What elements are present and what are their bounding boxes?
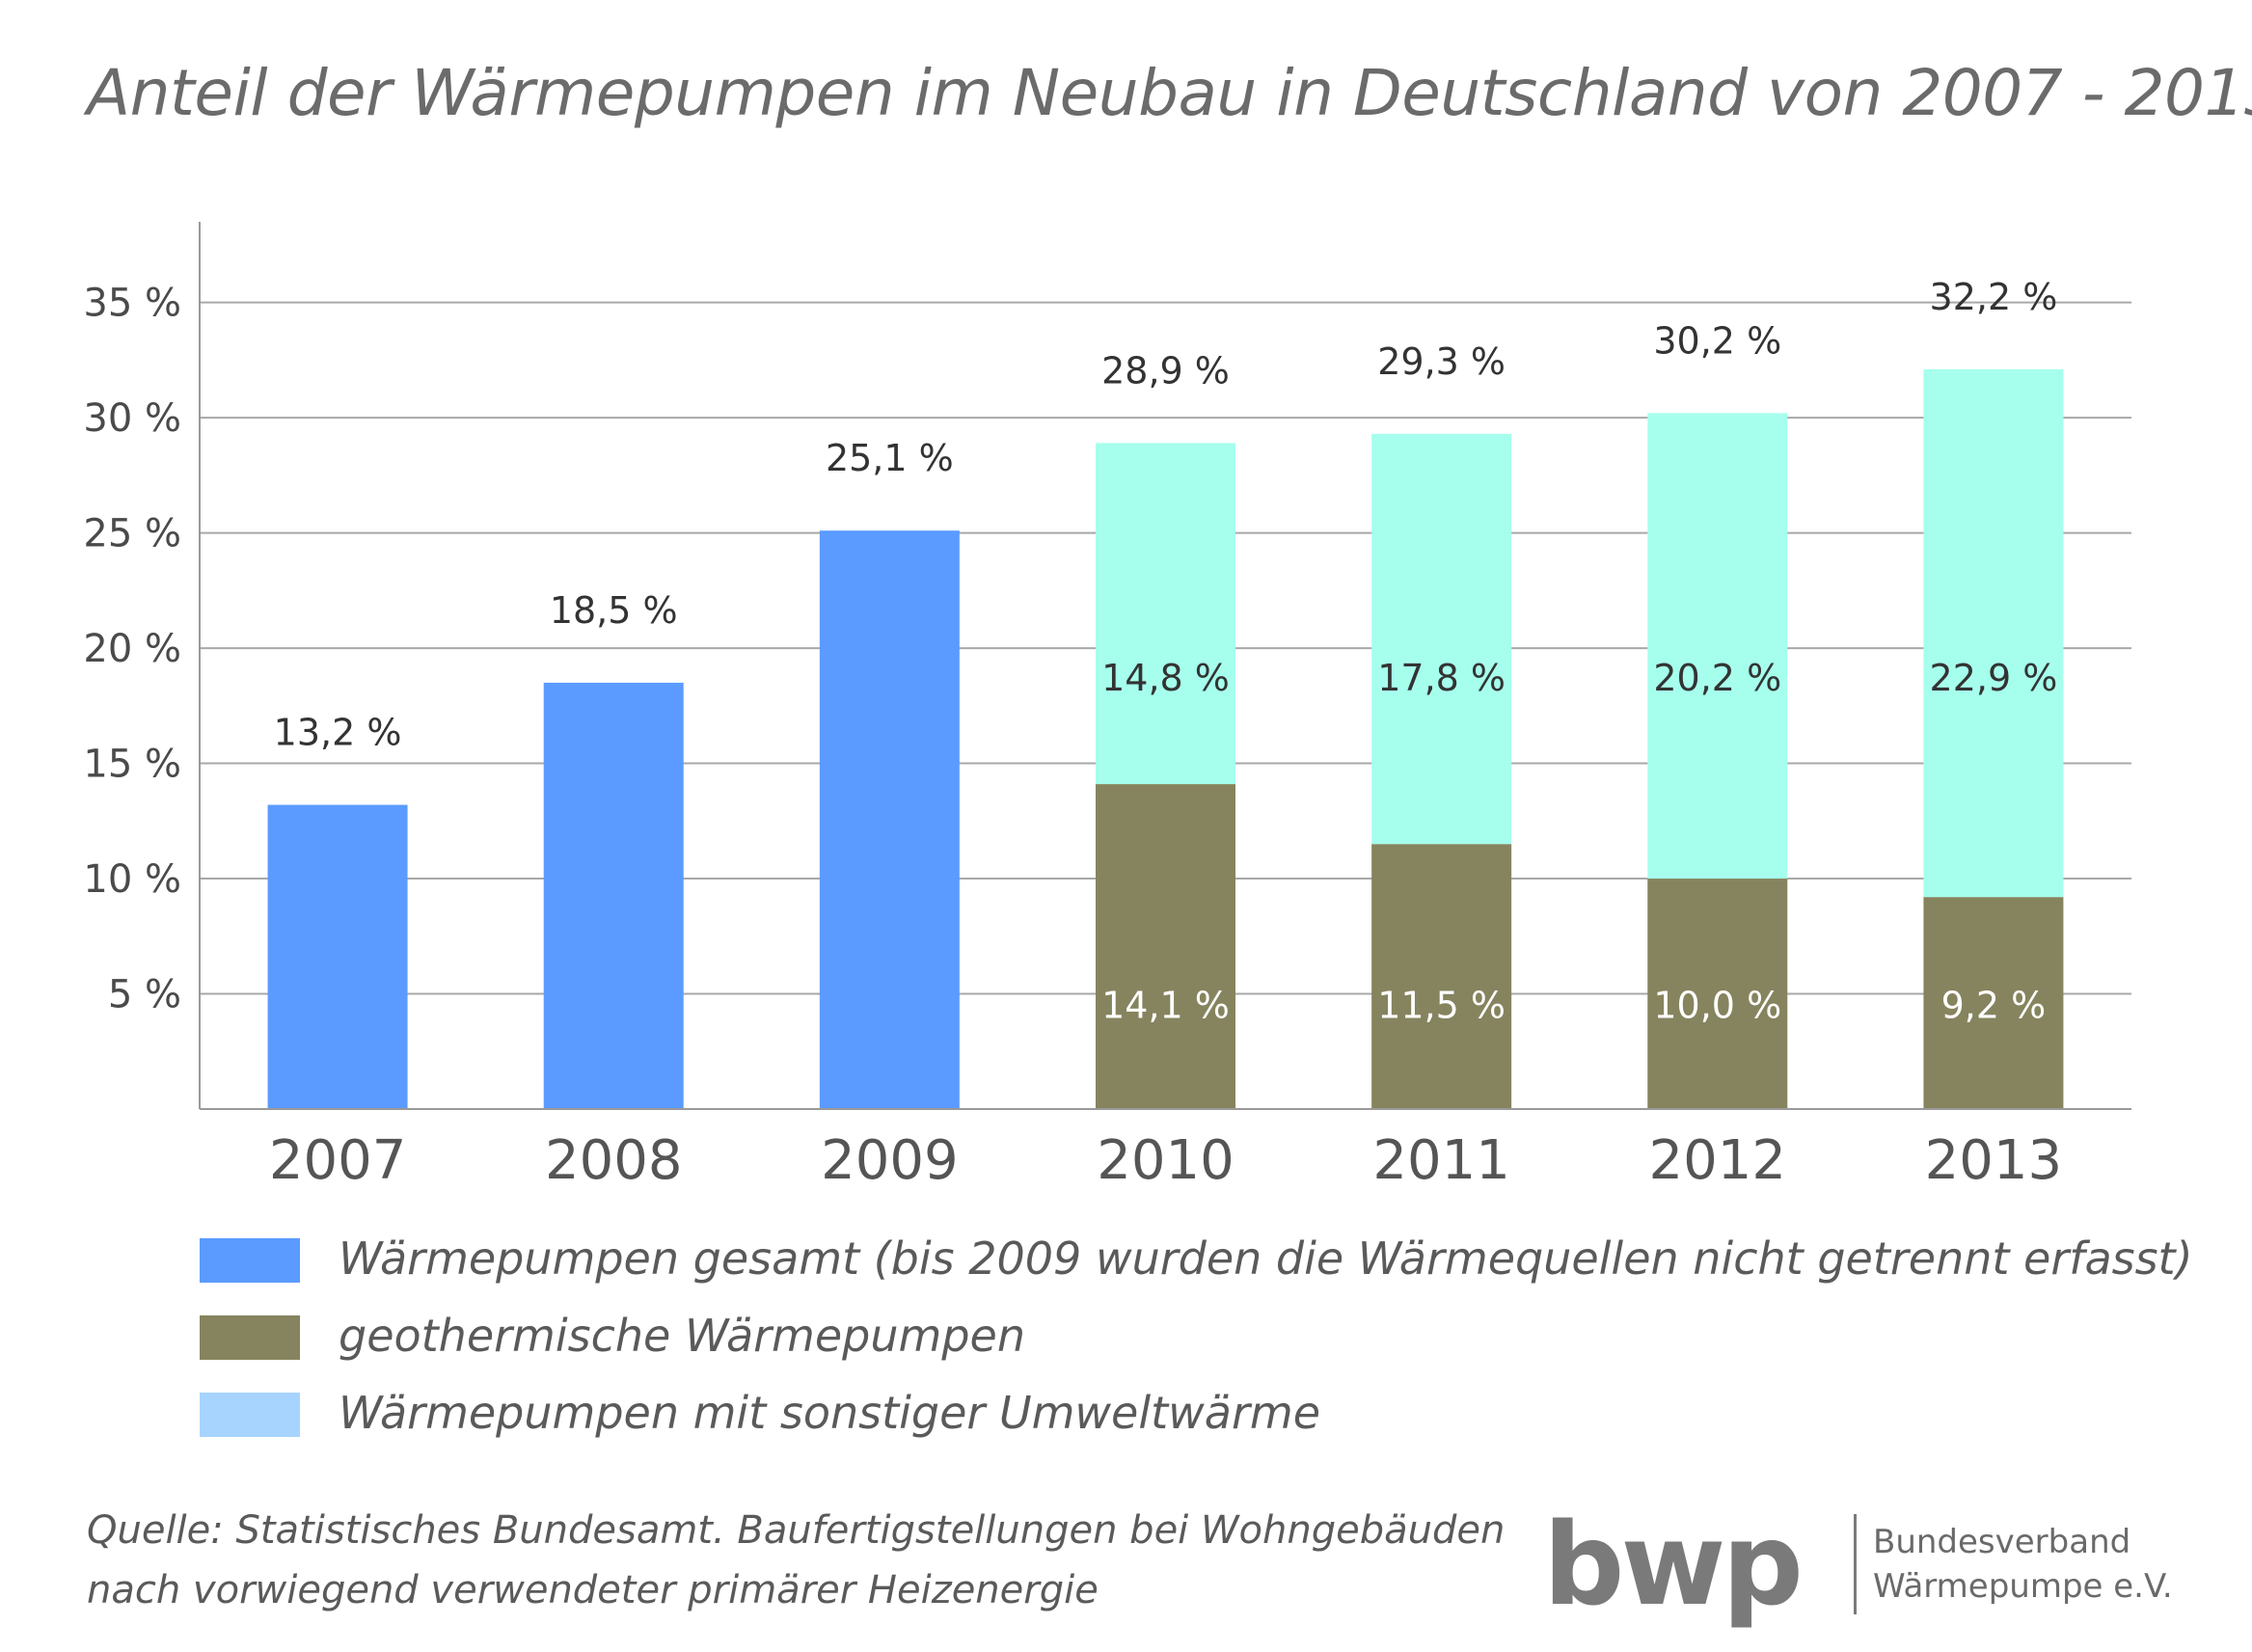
data-labels: 13,2 % 18,5 % 25,1 % 14,1 % 14,8 % 28,9 % 11,5… xyxy=(274,276,2058,1027)
bar-2008-series-0 xyxy=(543,682,684,1109)
y-axis-ticks: 5 % 10 % 15 % 20 % 25 % 30 % 35 % xyxy=(83,282,181,1017)
source-line-1: Quelle: Statistisches Bundesamt. Baufert… xyxy=(87,1508,1506,1553)
x-category-label: 2007 xyxy=(269,1129,407,1192)
source-note: Quelle: Statistisches Bundesamt. Baufert… xyxy=(87,1501,1505,1620)
x-category-label: 2008 xyxy=(545,1129,683,1192)
total-label-2011: 29,3 % xyxy=(1377,340,1506,383)
y-tick-label: 35 % xyxy=(83,282,181,326)
logo-text-line-2: Wärmepumpe e.V. xyxy=(1873,1567,2173,1606)
legend-label-gesamt: Wärmepumpen gesamt (bis 2009 wurden die … xyxy=(339,1232,2193,1285)
segment-label-2012-series-2: 20,2 % xyxy=(1653,657,1781,699)
source-line-2: nach vorwiegend verwendeter primärer Hei… xyxy=(87,1568,1099,1612)
logo-text-line-1: Bundesverband xyxy=(1873,1523,2131,1561)
legend-swatch-gesamt xyxy=(200,1238,300,1283)
bar-2011-series-1 xyxy=(1371,844,1512,1109)
total-label-2008: 18,5 % xyxy=(550,589,678,632)
segment-label-2013-series-2: 22,9 % xyxy=(1930,657,2058,699)
bar-2012-series-1 xyxy=(1647,879,1788,1109)
segment-label-2011-series-2: 17,8 % xyxy=(1377,657,1506,699)
logo-text: Bundesverband Wärmepumpe e.V. xyxy=(1873,1520,2173,1609)
bwp-logo: bwp Bundesverband Wärmepumpe e.V. xyxy=(1543,1497,2173,1632)
y-tick-label: 20 % xyxy=(83,627,181,671)
x-category-label: 2010 xyxy=(1097,1129,1235,1192)
total-label-2012: 30,2 % xyxy=(1653,319,1781,362)
x-axis-categories: 2007 2008 2009 2010 2011 2012 2013 xyxy=(269,1129,2062,1192)
x-category-label: 2009 xyxy=(821,1129,959,1192)
x-category-label: 2011 xyxy=(1372,1129,1510,1192)
bar-2007-series-0 xyxy=(267,804,408,1109)
bar-2011-series-2 xyxy=(1371,433,1512,845)
legend-swatch-umweltwaerme xyxy=(200,1393,300,1437)
y-tick-label: 10 % xyxy=(83,857,181,902)
bar-2012-series-2 xyxy=(1647,413,1788,880)
bar-2010-series-2 xyxy=(1096,443,1235,785)
segment-label-2012-series-1: 10,0 % xyxy=(1653,984,1781,1026)
segment-label-2010-series-1: 14,1 % xyxy=(1101,984,1230,1026)
segment-label-2011-series-1: 11,5 % xyxy=(1377,984,1506,1026)
segment-label-2013-series-1: 9,2 % xyxy=(1941,984,2047,1026)
bar-2009-series-0 xyxy=(819,530,960,1109)
total-label-2009: 25,1 % xyxy=(826,437,954,479)
legend-label-umweltwaerme: Wärmepumpen mit sonstiger Umweltwärme xyxy=(339,1387,1320,1439)
bars xyxy=(267,368,2064,1109)
segment-label-2010-series-2: 14,8 % xyxy=(1101,657,1230,699)
legend-swatch-geothermisch xyxy=(200,1315,300,1360)
bar-2013-series-1 xyxy=(1923,897,2064,1109)
total-label-2013: 32,2 % xyxy=(1930,276,2058,318)
y-tick-label: 30 % xyxy=(83,396,181,441)
logo-mark: bwp xyxy=(1543,1498,1804,1631)
x-category-label: 2012 xyxy=(1649,1129,1787,1192)
x-category-label: 2013 xyxy=(1925,1129,2063,1192)
bar-2013-series-2 xyxy=(1923,368,2064,898)
chart-title: Anteil der Wärmepumpen im Neubau in Deut… xyxy=(87,56,2252,130)
total-label-2010: 28,9 % xyxy=(1101,349,1230,392)
bar-chart: 5 % 10 % 15 % 20 % 25 % 30 % 35 % 13,2 % 18,5 %… xyxy=(83,222,2131,1192)
y-tick-label: 25 % xyxy=(83,512,181,556)
total-label-2007: 13,2 % xyxy=(274,712,402,754)
y-tick-label: 5 % xyxy=(108,973,181,1017)
bar-2010-series-1 xyxy=(1096,784,1235,1109)
logo-divider xyxy=(1854,1514,1857,1614)
y-tick-label: 15 % xyxy=(83,743,181,787)
legend-label-geothermisch: geothermische Wärmepumpen xyxy=(339,1310,1025,1362)
